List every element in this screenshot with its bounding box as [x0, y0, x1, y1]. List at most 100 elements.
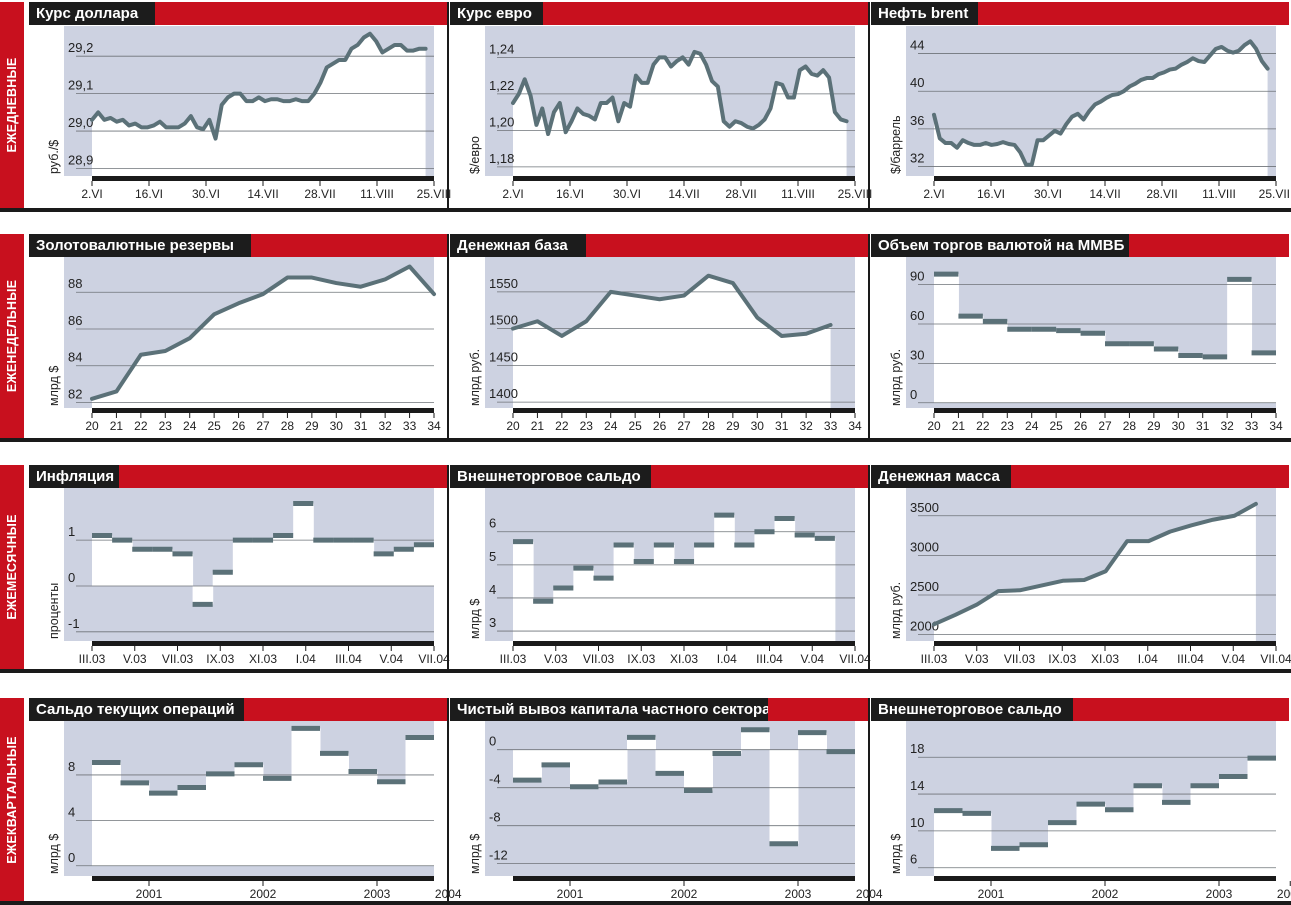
y-axis-label: млрд $ — [47, 366, 61, 406]
title-accent-bar — [1011, 465, 1289, 488]
x-tick-label: 31 — [354, 419, 368, 433]
x-tick-label: 27 — [256, 419, 270, 433]
x-tick-label: 26 — [653, 419, 667, 433]
y-axis-label: млрд руб. — [889, 349, 903, 406]
x-tick-label: VII.04 — [1260, 652, 1291, 666]
row-label-1: ЕЖЕДНЕВНЫЕ — [0, 2, 24, 208]
bar-fill — [573, 568, 594, 641]
y-tick-label: 1,20 — [489, 114, 514, 129]
bar-fill — [962, 813, 992, 876]
bar-fill — [741, 729, 770, 750]
x-tick-label: 33 — [824, 419, 838, 433]
bar-fill — [234, 764, 264, 866]
bar-fill — [794, 535, 816, 641]
chart-svg: 2000 2500 3000 3500 млрд руб. III.03 V.03 VII.0… — [889, 488, 1291, 666]
chart-title: Инфляция — [29, 465, 119, 488]
bar-fill — [120, 782, 150, 866]
bar-fill — [293, 503, 314, 586]
chart-title: Нефть brent — [871, 2, 978, 25]
bar-fill — [934, 810, 963, 876]
y-tick-label: 29,1 — [68, 78, 93, 93]
bar-fill — [982, 321, 1008, 403]
x-tick-label: XI.03 — [249, 652, 277, 666]
x-tick-label: 29 — [726, 419, 740, 433]
title-accent-bar — [244, 698, 447, 721]
bar-fill — [934, 274, 959, 403]
bar-fill — [653, 544, 675, 641]
y-tick-label: -1 — [68, 616, 80, 631]
chart-panel-4: Золотовалютные резервы 82 84 86 88 млрд $ 20 21… — [29, 234, 447, 438]
y-tick-label: 90 — [910, 269, 924, 284]
x-tick-label: 21 — [110, 419, 124, 433]
x-tick-label: III.03 — [79, 652, 106, 666]
x-tick-label: VII.03 — [583, 652, 615, 666]
x-tick-label: 2.VI — [923, 187, 944, 201]
bar-fill — [232, 540, 254, 586]
title-accent-bar — [1073, 698, 1289, 721]
x-tick-label: 2002 — [1092, 887, 1119, 901]
x-tick-label: 23 — [159, 419, 173, 433]
x-tick-label: 31 — [1196, 419, 1210, 433]
title-accent-bar — [155, 2, 447, 25]
title-accent-bar — [1129, 234, 1289, 257]
bar-fill — [627, 737, 656, 750]
y-axis-label: $/евро — [468, 136, 482, 174]
bar-fill — [1219, 776, 1248, 876]
x-tick-label: VII.03 — [162, 652, 194, 666]
bar-fill — [541, 749, 571, 765]
row-label-text: ЕЖЕНЕДЕЛЬНЫЕ — [5, 279, 19, 393]
chart-svg: 28,9 29,0 29,1 29,2 руб./$ 2.VI 16.VI 30.VI 14.V… — [47, 26, 451, 201]
panel-separator — [447, 234, 449, 438]
row-divider — [0, 208, 1291, 212]
y-tick-label: 0 — [489, 734, 496, 749]
plot-fill — [92, 266, 434, 408]
x-tick-label: 33 — [1245, 419, 1259, 433]
bar-fill — [333, 540, 355, 586]
panel-separator — [868, 698, 870, 901]
y-tick-label: 40 — [910, 75, 924, 90]
bar-fill — [613, 544, 635, 641]
bar-fill — [570, 749, 599, 787]
x-axis — [92, 876, 434, 881]
y-tick-label: 2500 — [910, 579, 939, 594]
bar-fill — [1048, 822, 1077, 876]
x-tick-label: 11.VIII — [781, 187, 815, 201]
x-tick-label: III.03 — [921, 652, 948, 666]
bar-fill — [132, 549, 153, 586]
series-line — [932, 501, 1258, 627]
bar-fill — [655, 749, 685, 774]
x-tick-label: 28.VII — [1146, 187, 1177, 201]
y-axis-label: руб./$ — [47, 140, 61, 174]
bar-fill — [377, 781, 406, 866]
y-tick-label: 84 — [68, 350, 82, 365]
y-tick-label: 8 — [68, 759, 75, 774]
chart-title: Денежная база — [450, 234, 586, 257]
title-accent-bar — [768, 698, 868, 721]
chart-title: Чистый вывоз капитала частного сектора — [450, 698, 771, 721]
x-tick-label: 2.VI — [81, 187, 102, 201]
bar-fill — [348, 771, 378, 866]
title-accent-bar — [543, 2, 868, 25]
chart-title: Сальдо текущих операций — [29, 698, 244, 721]
x-tick-label: 30 — [1172, 419, 1186, 433]
bar-fill — [393, 549, 415, 586]
bar-fill — [714, 515, 735, 641]
x-tick-label: 31 — [775, 419, 789, 433]
chart-svg: 6 10 14 18 млрд $ 2001 2002 2003 2004 — [889, 721, 1291, 901]
y-tick-label: 3 — [489, 615, 496, 630]
x-tick-label: 28 — [281, 419, 295, 433]
bar-fill — [694, 544, 715, 641]
x-axis — [934, 408, 1276, 413]
y-tick-label: -12 — [489, 848, 508, 863]
x-tick-label: 25.VIII — [417, 187, 452, 201]
x-axis — [934, 176, 1276, 181]
y-tick-label: 1550 — [489, 276, 518, 291]
x-tick-label: 14.VII — [1089, 187, 1120, 201]
y-tick-label: -8 — [489, 810, 501, 825]
row-label-3: ЕЖЕМЕСЯЧНЫЕ — [0, 465, 24, 669]
x-tick-label: 22 — [555, 419, 569, 433]
bar-fill — [92, 762, 121, 866]
y-tick-label: 60 — [910, 308, 924, 323]
row-divider — [0, 901, 1291, 905]
